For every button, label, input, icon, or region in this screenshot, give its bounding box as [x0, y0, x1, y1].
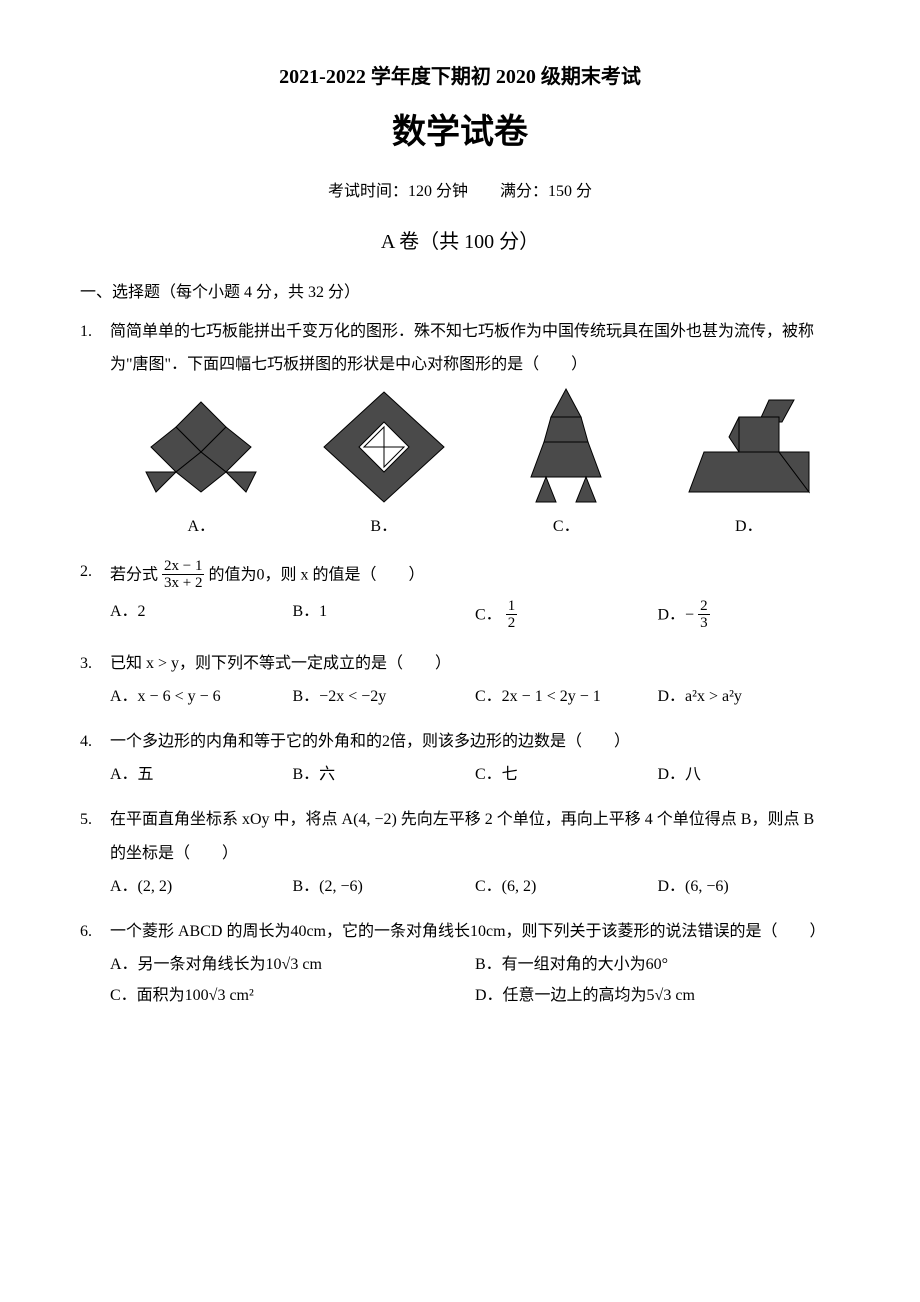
q2-d-num: 2 — [698, 598, 710, 616]
q2-stem-post: 的值为0，则 x 的值是（ ） — [208, 566, 424, 583]
q5-opt-c: C．(6, 2) — [475, 873, 658, 900]
question-3: 3. 已知 x > y，则下列不等式一定成立的是（ ） A．x − 6 < y … — [80, 650, 840, 714]
exam-title: 数学试卷 — [80, 104, 840, 162]
q1-label-c: C． — [475, 513, 658, 540]
q2-c-den: 2 — [506, 615, 518, 632]
question-4: 4. 一个多边形的内角和等于它的外角和的2倍，则该多边形的边数是（ ） A．五 … — [80, 728, 840, 792]
tangram-b-icon — [319, 387, 449, 507]
q4-number: 4. — [80, 728, 110, 755]
q2-opt-c: C． 1 2 — [475, 598, 658, 632]
q2-c-num: 1 — [506, 598, 518, 616]
tangram-a-icon — [141, 392, 261, 502]
q1-label-d: D． — [658, 513, 841, 540]
q2-opt-b: B．1 — [293, 598, 476, 632]
tangram-d-icon — [684, 392, 814, 502]
q5-options: A．(2, 2) B．(2, −6) C．(6, 2) D．(6, −6) — [110, 873, 840, 904]
q6-opt-d: D．任意一边上的高均为5√3 cm — [475, 982, 840, 1009]
q3-options: A．x − 6 < y − 6 B．−2x < −2y C．2x − 1 < 2… — [110, 683, 840, 714]
q3-number: 3. — [80, 650, 110, 677]
q2-stem-pre: 若分式 — [110, 566, 162, 583]
q2-number: 2. — [80, 558, 110, 585]
tangram-c-icon — [516, 387, 616, 507]
q2-d-frac: 2 3 — [698, 598, 710, 632]
q6-opt-c: C．面积为100√3 cm² — [110, 982, 475, 1009]
q4-stem: 一个多边形的内角和等于它的外角和的2倍，则该多边形的边数是（ ） — [110, 728, 840, 755]
q2-c-frac: 1 2 — [506, 598, 518, 632]
q5-opt-a: A．(2, 2) — [110, 873, 293, 900]
q4-opt-d: D．八 — [658, 761, 841, 788]
q1-number: 1. — [80, 318, 110, 345]
q1-label-a: A． — [110, 513, 293, 540]
q1-figures-row: A． B． — [110, 387, 840, 540]
q1-figure-b: B． — [293, 387, 476, 540]
q2-frac-num: 2x − 1 — [162, 558, 204, 576]
q6-stem: 一个菱形 ABCD 的周长为40cm，它的一条对角线长10cm，则下列关于该菱形… — [110, 918, 840, 945]
q6-number: 6. — [80, 918, 110, 945]
q6-options: A．另一条对角线长为10√3 cm B．有一组对角的大小为60° C．面积为10… — [110, 951, 840, 1013]
q2-frac-den: 3x + 2 — [162, 575, 204, 592]
q2-opt-d: D．− 2 3 — [658, 598, 841, 632]
q2-options: A．2 B．1 C． 1 2 D．− 2 3 — [110, 598, 840, 636]
q3-stem: 已知 x > y，则下列不等式一定成立的是（ ） — [110, 650, 840, 677]
q5-number: 5. — [80, 806, 110, 833]
exam-score: 满分：150 分 — [500, 183, 592, 200]
q3-opt-b: B．−2x < −2y — [293, 683, 476, 710]
question-1: 1. 简简单单的七巧板能拼出千变万化的图形．殊不知七巧板作为中国传统玩具在国外也… — [80, 318, 840, 544]
q4-opt-a: A．五 — [110, 761, 293, 788]
q3-opt-a: A．x − 6 < y − 6 — [110, 683, 293, 710]
q6-opt-b: B．有一组对角的大小为60° — [475, 951, 840, 978]
q1-label-b: B． — [293, 513, 476, 540]
q1-figure-d: D． — [658, 387, 841, 540]
question-2: 2. 若分式 2x − 1 3x + 2 的值为0，则 x 的值是（ ） A．2… — [80, 558, 840, 636]
q6-opt-a: A．另一条对角线长为10√3 cm — [110, 951, 475, 978]
section-a-title: A 卷（共 100 分） — [80, 225, 840, 259]
question-5: 5. 在平面直角坐标系 xOy 中，将点 A(4, −2) 先向左平移 2 个单… — [80, 806, 840, 904]
q4-options: A．五 B．六 C．七 D．八 — [110, 761, 840, 792]
q5-stem-line2: 的坐标是（ ） — [110, 840, 840, 867]
q2-c-pre: C． — [475, 606, 502, 623]
q2-d-pre: D．− — [658, 606, 699, 623]
q2-fraction: 2x − 1 3x + 2 — [162, 558, 204, 592]
q3-opt-c: C．2x − 1 < 2y − 1 — [475, 683, 658, 710]
q3-opt-d: D．a²x > a²y — [658, 683, 841, 710]
q1-stem-line1: 简简单单的七巧板能拼出千变万化的图形．殊不知七巧板作为中国传统玩具在国外也甚为流… — [110, 318, 840, 345]
q2-d-den: 3 — [698, 615, 710, 632]
q4-opt-b: B．六 — [293, 761, 476, 788]
exam-header-line1: 2021-2022 学年度下期初 2020 级期末考试 — [80, 60, 840, 94]
exam-info: 考试时间：120 分钟 满分：150 分 — [80, 178, 840, 205]
q5-opt-d: D．(6, −6) — [658, 873, 841, 900]
q2-opt-a: A．2 — [110, 598, 293, 632]
section1-heading: 一、选择题（每个小题 4 分，共 32 分） — [80, 279, 840, 306]
exam-time: 考试时间：120 分钟 — [328, 183, 468, 200]
q1-stem-line2: 为"唐图"．下面四幅七巧板拼图的形状是中心对称图形的是（ ） — [110, 351, 840, 378]
q4-opt-c: C．七 — [475, 761, 658, 788]
q2-stem: 若分式 2x − 1 3x + 2 的值为0，则 x 的值是（ ） — [110, 558, 840, 592]
question-6: 6. 一个菱形 ABCD 的周长为40cm，它的一条对角线长10cm，则下列关于… — [80, 918, 840, 1014]
q5-opt-b: B．(2, −6) — [293, 873, 476, 900]
q1-figure-a: A． — [110, 387, 293, 540]
q1-figure-c: C． — [475, 387, 658, 540]
q5-stem-line1: 在平面直角坐标系 xOy 中，将点 A(4, −2) 先向左平移 2 个单位，再… — [110, 806, 840, 833]
